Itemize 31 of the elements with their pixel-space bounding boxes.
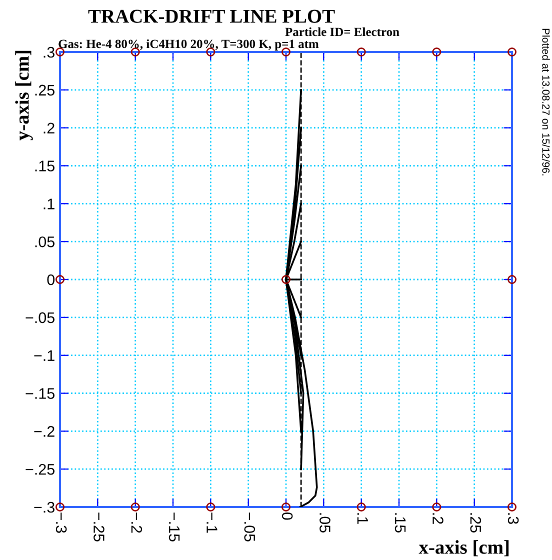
chart-subtitle: Gas: He-4 80%, iC4H10 20%, T=300 K, p=1 atm <box>58 39 319 51</box>
x-tick-label: −.2 <box>131 512 142 533</box>
y-tick-label: −.2 <box>34 426 54 437</box>
y-tick-label: .25 <box>35 84 54 96</box>
x-tick-label: .05 <box>320 513 330 532</box>
y-tick-label: .2 <box>44 122 54 134</box>
x-tick-label: −.1 <box>206 512 218 533</box>
y-tick-label: .15 <box>35 160 54 172</box>
text: Particle ID= Electron <box>285 27 400 36</box>
y-tick-label: 0 <box>47 274 55 286</box>
x-tick-label: .3 <box>508 513 519 524</box>
chart-title: TRACK-DRIFT LINE PLOT <box>88 10 335 23</box>
x-tick-label: .2 <box>432 513 444 524</box>
x-tick-label: −.15 <box>168 512 180 542</box>
y-tick-label: .1 <box>44 198 54 210</box>
y-tick-label: −.25 <box>26 464 54 475</box>
y-tick-label: .05 <box>35 236 54 248</box>
x-tick-label: −.05 <box>244 512 256 542</box>
text: Plotted at 13.08.27 on 15/12/96. <box>542 28 550 176</box>
y-tick-label: −.15 <box>26 388 54 399</box>
y-axis-title: y-axis [cm] <box>15 50 33 140</box>
x-tick-label: −.25 <box>94 512 104 542</box>
x-tick-label: .15 <box>394 513 406 532</box>
x-tick-label: .25 <box>470 513 482 532</box>
x-tick-label: .1 <box>357 513 368 524</box>
x-tick-label: 0 <box>282 512 293 520</box>
y-tick-label: −.05 <box>26 312 54 324</box>
y-tick-label: −.1 <box>34 350 54 361</box>
y-tick-label: .3 <box>44 46 54 58</box>
y-tick-label: −.3 <box>34 502 54 513</box>
x-axis-title: x-axis [cm] <box>418 540 509 556</box>
